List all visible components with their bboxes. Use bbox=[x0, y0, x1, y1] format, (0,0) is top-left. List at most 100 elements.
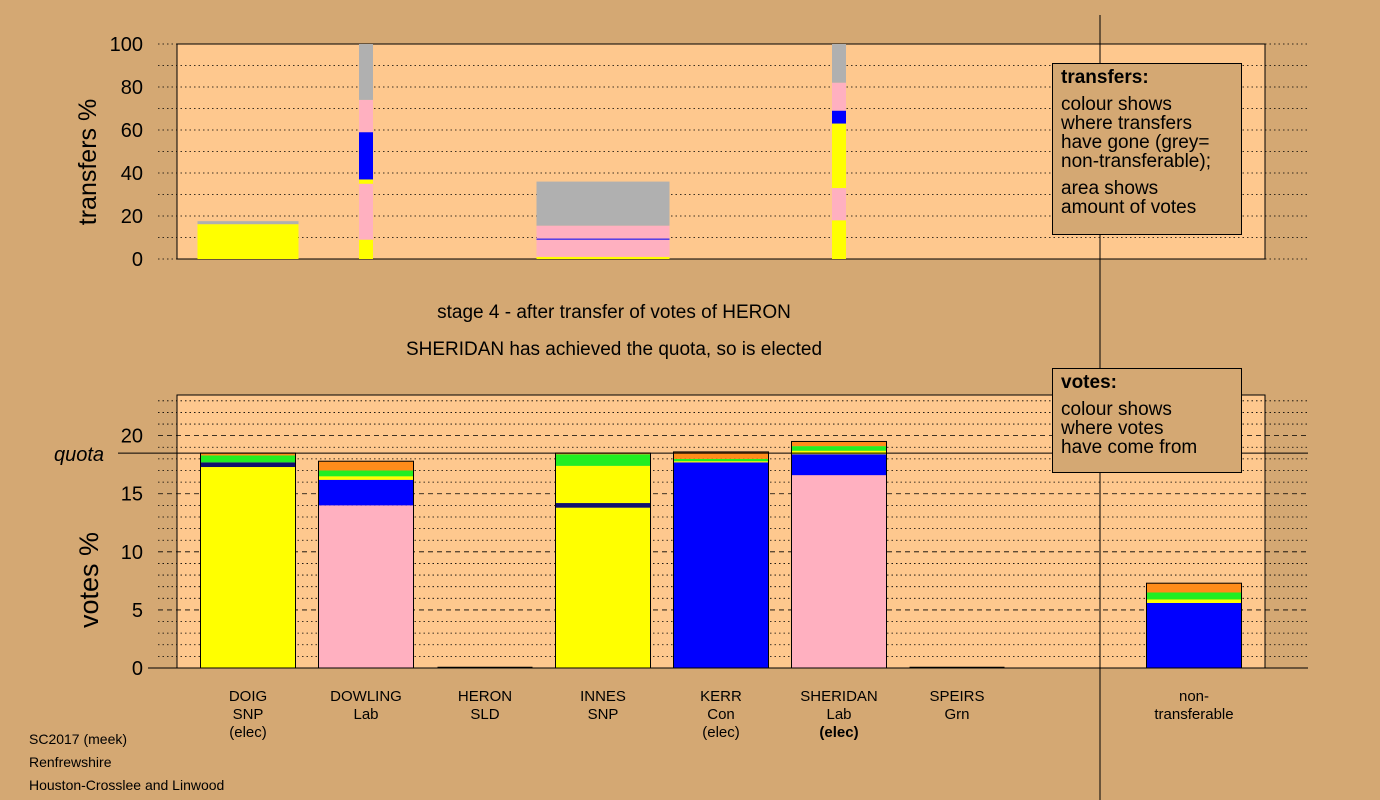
transfer-segment bbox=[359, 132, 373, 180]
votes-x-labels: DOIGSNP(elec)DOWLINGLabHERONSLDINNESSNPK… bbox=[229, 688, 1234, 741]
candidate-label: Grn bbox=[944, 706, 969, 723]
vote-segment bbox=[200, 462, 296, 468]
status-text: SHERIDAN has achieved the quota, so is e… bbox=[406, 339, 822, 360]
vote-segment bbox=[555, 454, 651, 466]
candidate-label: KERR bbox=[700, 688, 742, 705]
transfer-segment bbox=[197, 224, 299, 259]
candidate-label: Con bbox=[707, 706, 735, 723]
transfer-segment bbox=[359, 179, 373, 184]
votes-bars bbox=[200, 440, 1242, 669]
vote-segment bbox=[673, 461, 769, 463]
votes-y-axis-label: votes % bbox=[74, 532, 104, 628]
vote-segment bbox=[1146, 583, 1242, 593]
transfers-y-axis-label: transfers % bbox=[74, 99, 102, 225]
transfers-legend-line: amount of votes bbox=[1061, 197, 1197, 218]
transfer-segment bbox=[359, 239, 373, 259]
transfer-segment bbox=[832, 82, 846, 111]
vote-segment bbox=[318, 505, 414, 668]
transfers-y-tick: 20 bbox=[121, 206, 143, 228]
vote-segment bbox=[791, 446, 887, 451]
transfer-segment bbox=[536, 256, 670, 259]
transfer-segment bbox=[832, 220, 846, 259]
transfers-legend-title: transfers: bbox=[1061, 67, 1149, 88]
transfers-y-tick: 60 bbox=[121, 120, 143, 142]
transfers-legend-line: where transfers bbox=[1061, 113, 1192, 134]
transfers-legend: transfers: colour shows where transfers … bbox=[1052, 63, 1242, 235]
candidate-label: SPEIRS bbox=[929, 688, 984, 705]
vote-segment bbox=[1146, 592, 1242, 600]
vote-segment bbox=[673, 451, 769, 459]
vote-segment bbox=[318, 470, 414, 477]
vote-segment bbox=[200, 467, 296, 668]
vote-segment bbox=[555, 503, 651, 508]
transfers-legend-line: colour shows bbox=[1061, 94, 1172, 115]
transfers-y-tick: 100 bbox=[110, 34, 143, 56]
transfers-y-tick: 80 bbox=[121, 77, 143, 99]
vote-segment bbox=[200, 455, 296, 463]
candidate-label: (elec) bbox=[819, 724, 858, 741]
transfers-legend-line: area shows bbox=[1061, 178, 1159, 199]
vote-segment bbox=[555, 465, 651, 504]
transfers-y-tick: 0 bbox=[132, 249, 143, 271]
votes-legend-line: colour shows bbox=[1061, 399, 1172, 420]
transfers-legend-line: have gone (grey= bbox=[1061, 132, 1210, 153]
transfers-y-ticks: 0 20 40 60 80 100 bbox=[110, 34, 143, 271]
vote-segment bbox=[673, 458, 769, 462]
vote-segment bbox=[318, 461, 414, 471]
candidate-label: SNP bbox=[588, 706, 619, 723]
transfer-segment bbox=[536, 239, 670, 257]
votes-legend: votes: colour shows where votes have com… bbox=[1052, 368, 1242, 473]
vote-segment bbox=[318, 479, 414, 506]
transfer-segment bbox=[359, 183, 373, 240]
candidate-label: INNES bbox=[580, 688, 626, 705]
vote-segment bbox=[318, 476, 414, 480]
transfers-legend-line: non-transferable); bbox=[1061, 151, 1211, 172]
vote-segment bbox=[791, 441, 887, 447]
candidate-label: SHERIDAN bbox=[800, 688, 878, 705]
vote-segment bbox=[791, 475, 887, 668]
transfers-y-tick: 40 bbox=[121, 163, 143, 185]
vote-segment bbox=[555, 453, 651, 455]
footer-source: SC2017 (meek) bbox=[29, 731, 128, 747]
transfer-segment bbox=[536, 238, 670, 240]
candidate-label: (elec) bbox=[702, 724, 740, 741]
candidate-label: non- bbox=[1179, 688, 1209, 705]
votes-y-ticks: 0 5 10 15 20 bbox=[121, 426, 143, 680]
candidate-label: SLD bbox=[470, 706, 499, 723]
vote-segment bbox=[1146, 599, 1242, 603]
footer-council: Renfrewshire bbox=[29, 754, 112, 770]
vote-segment bbox=[791, 454, 887, 476]
candidate-label: Lab bbox=[826, 706, 851, 723]
quota-label: quota bbox=[54, 444, 104, 466]
vote-segment bbox=[555, 507, 651, 668]
votes-y-tick: 10 bbox=[121, 542, 143, 564]
transfer-segment bbox=[359, 44, 373, 100]
transfer-segment bbox=[536, 181, 670, 226]
candidate-label: transferable bbox=[1154, 706, 1233, 723]
transfer-segment bbox=[832, 123, 846, 189]
votes-y-tick: 20 bbox=[121, 426, 143, 448]
votes-legend-title: votes: bbox=[1061, 372, 1117, 393]
candidate-label: Lab bbox=[353, 706, 378, 723]
transfers-bars bbox=[197, 44, 846, 259]
votes-y-tick: 5 bbox=[132, 600, 143, 622]
stage-text: stage 4 - after transfer of votes of HER… bbox=[437, 302, 791, 323]
vote-segment bbox=[791, 450, 887, 455]
vote-segment bbox=[1146, 602, 1242, 668]
transfer-segment bbox=[197, 221, 299, 225]
transfer-segment bbox=[359, 99, 373, 133]
footer-ward: Houston-Crosslee and Linwood bbox=[29, 777, 225, 793]
candidate-label: DOIG bbox=[229, 688, 267, 705]
votes-y-tick: 0 bbox=[132, 658, 143, 680]
candidate-label: (elec) bbox=[229, 724, 267, 741]
votes-legend-line: where votes bbox=[1061, 418, 1164, 439]
vote-segment bbox=[200, 453, 296, 456]
transfer-segment bbox=[832, 188, 846, 221]
transfer-segment bbox=[832, 44, 846, 83]
votes-legend-line: have come from bbox=[1061, 437, 1198, 458]
votes-y-tick: 15 bbox=[121, 484, 143, 506]
transfer-segment bbox=[832, 110, 846, 124]
candidate-label: SNP bbox=[233, 706, 264, 723]
vote-segment bbox=[673, 462, 769, 668]
transfer-segment bbox=[536, 225, 670, 239]
